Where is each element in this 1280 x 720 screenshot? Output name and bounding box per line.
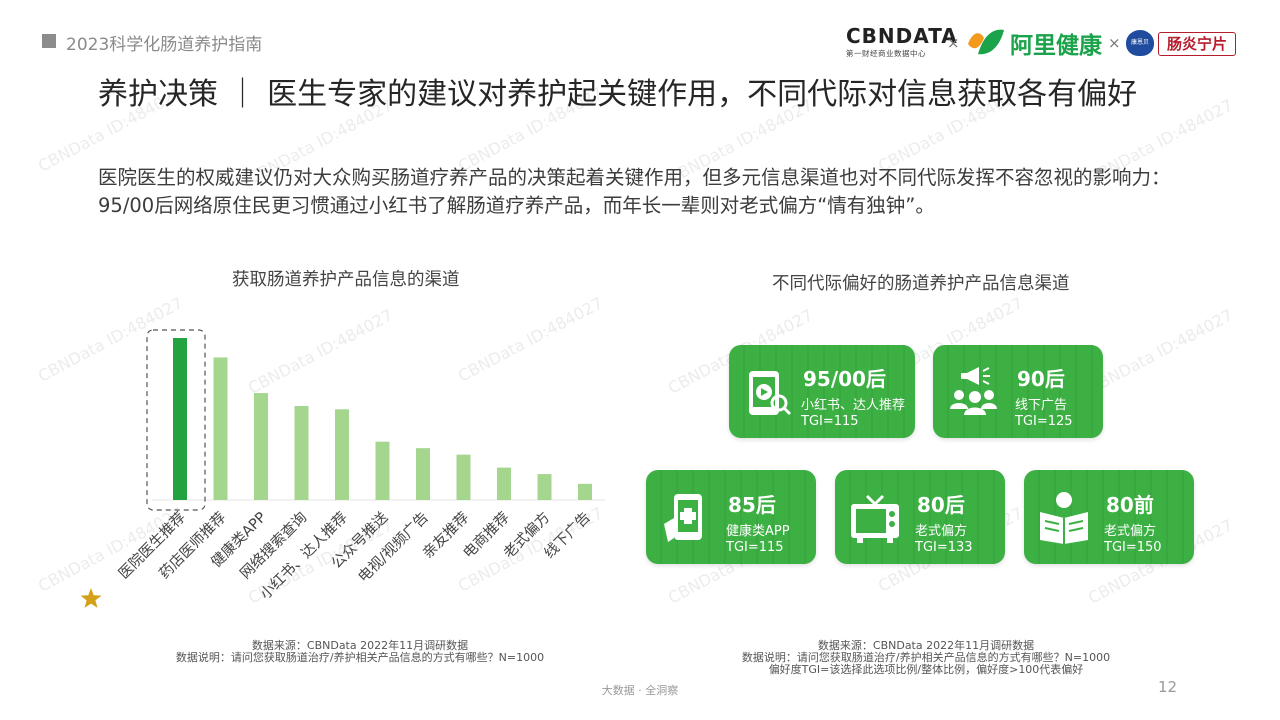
card-channel: 小红书、达人推荐 [801,398,906,413]
footer-slogan: 大数据 · 全洞察 [601,684,679,697]
generation-card-80: 80后 老式偏方 TGI=133 [835,470,1005,564]
card-tgi: TGI=133 [915,540,973,555]
report-marker [42,34,56,48]
generation-card-pre80: 80前 老式偏方 TGI=150 [1024,470,1194,564]
product-logo: 肠炎宁片 [1158,32,1236,56]
report-title: 2023科学化肠道养护指南 [66,35,263,55]
star-icon [80,588,102,608]
bar-10 [537,474,552,500]
page-subline: 医院医生的权威建议仍对大众购买肠道疗养产品的决策起着关键作用，但多元信息渠道也对… [98,166,1171,217]
logo-separator: × [947,34,960,52]
alihealth-leaf-icon [968,29,1004,55]
logo-separator-2: × [1108,34,1121,52]
card-channel: 健康类APP [726,524,790,539]
card-tgi: TGI=150 [1104,540,1162,555]
newspaper-reader-icon [1040,492,1088,544]
bar-11 [578,483,592,500]
bar-5 [335,409,349,500]
bar-4 [294,406,309,500]
left-description: 数据说明：请问您获取肠道治疗/养护相关产品信息的方式有哪些？N=1000 [175,651,545,664]
health-app-phone-icon [664,494,702,542]
left-source-note: 数据来源：CBNData 2022年11月调研数据 数据说明：请问您获取肠道治疗… [140,640,580,664]
bar-9 [497,467,511,500]
card-channel: 老式偏方 [1104,524,1157,539]
card-generation: 85后 [728,493,776,517]
generation-card-95-00: 95/00后 小红书、达人推荐 TGI=115 [729,345,915,438]
bar-6 [375,441,390,500]
channel-bar-chart: 医院医生推荐药店医师推荐健康类APP网络搜索查询小红书、达人推荐公众号推送电视/… [80,329,605,608]
highlight-frame [146,329,206,511]
bar-label-7: 电视/视频广告 [355,509,432,586]
card-tgi: TGI=115 [801,414,859,429]
bar-7 [416,448,430,500]
bar-3 [254,393,268,500]
video-phone-icon [749,371,792,416]
right-source-note: 数据来源：CBNData 2022年11月调研数据 数据说明：请问您获取肠道治疗… [706,640,1146,676]
left-source: 数据来源：CBNData 2022年11月调研数据 [251,639,469,652]
card-generation: 95/00后 [803,367,886,391]
watermark-text: CBNData ID:484027 [1084,305,1236,398]
card-channel: 老式偏方 [915,524,968,539]
card-tgi: TGI=125 [1015,414,1073,429]
generation-card-85: 85后 健康类APP TGI=115 [646,470,816,564]
cbndata-logo: CBNDATA 第一财经商业数据中心 [846,26,958,59]
bar-1 [173,338,187,500]
right-tgi-note: 偏好度TGI=该选择此选项比例/整体比例，偏好度>100代表偏好 [768,663,1084,676]
bar-2 [213,357,228,500]
television-icon [851,494,899,543]
bar-8 [456,454,471,500]
kangenbei-logo: 康恩贝 [1126,30,1154,56]
megaphone-crowd-icon [950,367,997,415]
page-number: 12 [1158,678,1178,696]
generation-card-90: 90后 线下广告 TGI=125 [933,345,1103,438]
bar-chart-title: 获取肠道养护产品信息的渠道 [232,270,460,290]
right-description: 数据说明：请问您获取肠道治疗/养护相关产品信息的方式有哪些？N=1000 [741,651,1111,664]
right-source: 数据来源：CBNData 2022年11月调研数据 [817,639,1035,652]
page-headline: 养护决策 ｜ 医生专家的建议对养护起关键作用，不同代际对信息获取各有偏好 [98,77,1138,112]
card-generation: 90后 [1017,367,1065,391]
generation-chart-title: 不同代际偏好的肠道养护产品信息渠道 [772,274,1070,294]
card-generation: 80后 [917,493,965,517]
card-channel: 线下广告 [1015,398,1068,413]
cbndata-logo-subtext: 第一财经商业数据中心 [846,49,926,58]
card-tgi: TGI=115 [726,540,784,555]
card-generation: 80前 [1106,493,1154,517]
cbndata-logo-text: CBNDATA [846,24,958,48]
alihealth-logo: 阿里健康 [966,24,1106,59]
alihealth-logo-text: 阿里健康 [1010,33,1102,59]
